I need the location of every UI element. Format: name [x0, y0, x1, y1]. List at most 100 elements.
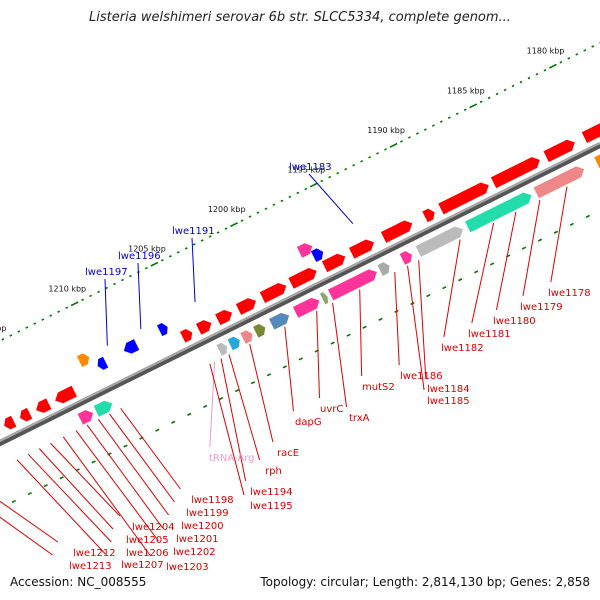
- gene-feature-arrow[interactable]: [377, 260, 392, 276]
- gene-feature-arrow[interactable]: [438, 180, 491, 215]
- scale-major-tick: [230, 222, 239, 228]
- scale-label: 1200 kbp: [208, 205, 246, 214]
- scale-minor-tick: [511, 84, 515, 88]
- gene-label[interactable]: lwe1194: [250, 487, 293, 498]
- gene-label[interactable]: lwe1212: [73, 548, 116, 559]
- gene-label[interactable]: lwe1178: [548, 288, 591, 299]
- inner-scale-tick: [11, 499, 16, 504]
- gene-label[interactable]: lwe1198: [191, 495, 234, 506]
- scale-minor-tick: [200, 239, 204, 242]
- gene-feature-arrow[interactable]: [415, 224, 466, 257]
- gene-label[interactable]: lwe1205: [126, 535, 169, 546]
- gene-feature-arrow[interactable]: [33, 398, 52, 415]
- gene-label[interactable]: lwe1191: [172, 226, 215, 237]
- gene-feature-arrow[interactable]: [195, 318, 214, 335]
- gene-label[interactable]: lwe1184: [427, 384, 470, 395]
- gene-label[interactable]: lwe1201: [176, 534, 219, 545]
- gene-feature-arrow[interactable]: [288, 265, 319, 289]
- scale-minor-tick: [9, 334, 13, 337]
- gene-label[interactable]: lwe1181: [468, 329, 511, 340]
- gene-feature-arrow[interactable]: [95, 356, 109, 372]
- gene-feature-arrow[interactable]: [180, 327, 195, 343]
- gene-label[interactable]: mutS2: [362, 382, 395, 393]
- gene-feature-arrow[interactable]: [259, 280, 289, 304]
- scale-minor-tick: [296, 191, 300, 195]
- gene-feature-arrow[interactable]: [216, 341, 229, 356]
- gene-label[interactable]: lwe1183: [289, 162, 332, 173]
- scale-minor-tick: [527, 76, 531, 80]
- gene-feature-arrow[interactable]: [465, 190, 534, 233]
- accession-text: Accession: NC_008555: [10, 575, 147, 589]
- gene-label[interactable]: trxA: [349, 413, 370, 424]
- scale-minor-tick: [495, 92, 499, 96]
- label-leader-line: [443, 239, 461, 338]
- gene-label[interactable]: lwe1202: [173, 547, 216, 558]
- gene-label[interactable]: rph: [265, 466, 282, 477]
- gene-feature-arrow[interactable]: [533, 164, 587, 199]
- gene-feature-arrow[interactable]: [240, 328, 255, 344]
- gene-feature-arrow[interactable]: [581, 120, 600, 144]
- scale-minor-tick: [567, 57, 571, 60]
- gene-label[interactable]: racE: [277, 448, 299, 459]
- scale-minor-tick: [1, 338, 5, 341]
- gene-label[interactable]: lwe1199: [186, 508, 229, 519]
- gene-feature-arrow[interactable]: [268, 310, 292, 330]
- gene-feature-arrow[interactable]: [156, 321, 170, 337]
- genome-backbone: [0, 142, 600, 447]
- gene-feature-arrow[interactable]: [292, 295, 322, 318]
- label-leader-line: [495, 211, 517, 311]
- scale-major-tick: [548, 63, 557, 69]
- gene-feature-arrow[interactable]: [76, 352, 92, 368]
- gene-feature-arrow[interactable]: [17, 407, 33, 423]
- scale-minor-tick: [320, 179, 324, 183]
- scale-major-tick: [150, 261, 159, 267]
- gene-label[interactable]: lwe1200: [181, 521, 224, 532]
- gene-label[interactable]: uvrC: [320, 404, 343, 415]
- gene-feature-arrow[interactable]: [399, 249, 415, 265]
- gene-feature-arrow[interactable]: [594, 153, 600, 169]
- gene-feature-arrow[interactable]: [52, 385, 77, 406]
- gene-label[interactable]: lwe1207: [121, 560, 164, 571]
- gene-label[interactable]: lwe1213: [69, 561, 112, 572]
- gene-feature-arrow[interactable]: [380, 218, 415, 243]
- gene-label[interactable]: lwe1186: [400, 371, 443, 382]
- gene-label[interactable]: tRNA-Arg: [209, 453, 254, 464]
- gene-feature-arrow[interactable]: [310, 246, 326, 262]
- label-leaders: [0, 173, 568, 557]
- gene-feature-arrow[interactable]: [253, 322, 268, 338]
- scale-minor-tick: [352, 163, 356, 167]
- gene-label[interactable]: dapG: [295, 417, 322, 428]
- gene-feature-arrow[interactable]: [1, 415, 17, 431]
- gene-label[interactable]: lwe1179: [520, 302, 563, 313]
- gene-label[interactable]: lwe1203: [166, 562, 209, 573]
- gene-feature-arrow[interactable]: [235, 295, 259, 315]
- scale-minor-tick: [168, 255, 172, 258]
- gene-label[interactable]: lwe1185: [427, 396, 470, 407]
- gene-label[interactable]: lwe1196: [118, 251, 161, 262]
- scale-minor-tick: [160, 258, 164, 262]
- gene-feature-arrow[interactable]: [320, 291, 330, 305]
- gene-feature-arrow[interactable]: [327, 267, 380, 301]
- scale-major-tick: [469, 103, 478, 109]
- gene-label[interactable]: lwe1204: [132, 522, 175, 533]
- scale-minor-tick: [176, 251, 180, 254]
- gene-feature-arrow[interactable]: [93, 398, 115, 417]
- gene-feature-arrow[interactable]: [422, 207, 437, 223]
- gene-feature-arrow[interactable]: [215, 307, 235, 326]
- gene-feature-arrow[interactable]: [77, 408, 96, 425]
- gene-feature-arrow[interactable]: [121, 339, 140, 356]
- inner-scale-tick: [458, 278, 463, 282]
- scale-minor-tick: [559, 61, 563, 64]
- gene-label[interactable]: lwe1195: [250, 501, 293, 512]
- gene-feature-arrow[interactable]: [348, 237, 377, 259]
- gene-feature-arrow[interactable]: [321, 251, 348, 273]
- scale-ruler: 1180 kbp 1185 kbp 1190 kbp 1195 kbp 1200 kbp…: [0, 41, 600, 512]
- gene-label[interactable]: lwe1182: [441, 343, 484, 354]
- gene-feature-arrow[interactable]: [490, 154, 543, 189]
- gene-feature-arrow[interactable]: [227, 335, 243, 351]
- gene-label[interactable]: lwe1180: [493, 316, 536, 327]
- gene-feature-arrow[interactable]: [543, 137, 577, 163]
- gene-label[interactable]: lwe1197: [85, 267, 128, 278]
- gene-label[interactable]: lwe1206: [126, 548, 169, 559]
- gene-feature-arrow[interactable]: [296, 241, 315, 258]
